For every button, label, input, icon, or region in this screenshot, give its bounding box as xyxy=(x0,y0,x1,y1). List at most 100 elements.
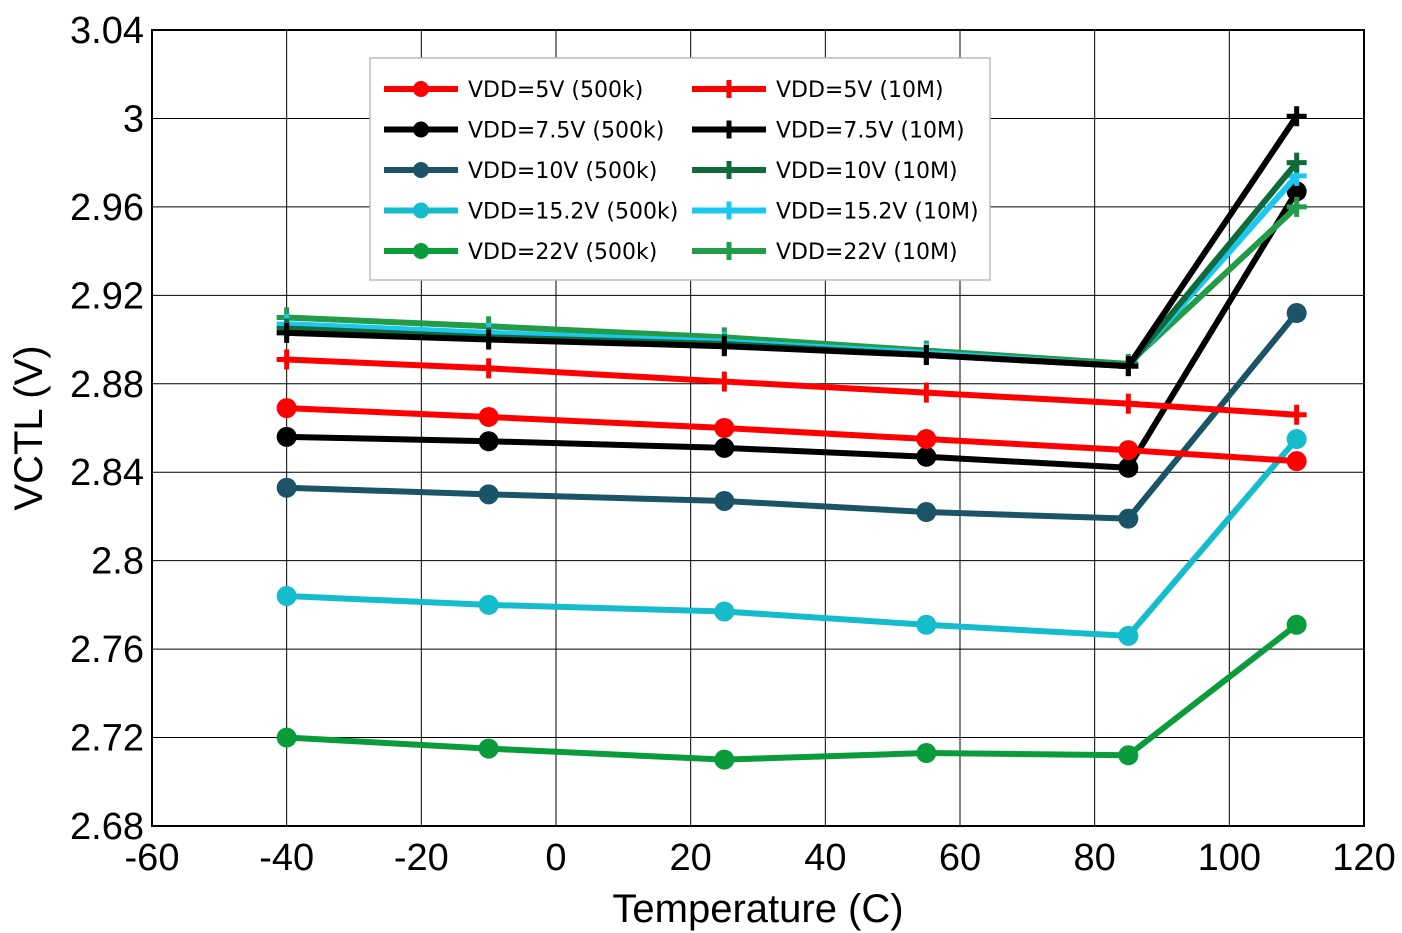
y-tick-label: 2.96 xyxy=(70,187,144,229)
data-point-circle xyxy=(916,502,937,523)
series-line xyxy=(286,437,1299,639)
y-tick-label: 2.92 xyxy=(70,275,144,317)
data-point-circle xyxy=(413,162,429,178)
data-point-circle xyxy=(1118,625,1139,646)
legend-label: VDD=10V (500k) xyxy=(468,159,657,184)
legend-label: VDD=22V (10M) xyxy=(776,240,958,265)
data-point-plus xyxy=(1286,152,1307,173)
data-point-plus xyxy=(714,371,735,392)
series-line xyxy=(286,405,1297,465)
data-point-circle xyxy=(478,484,499,505)
data-point-plus xyxy=(1118,356,1139,377)
data-point-circle xyxy=(1286,303,1307,324)
legend-item: VDD=10V (500k) xyxy=(384,159,657,184)
legend-item: VDD=7.5V (500k) xyxy=(384,119,664,144)
y-tick-label: 2.84 xyxy=(70,452,144,494)
legend-label: VDD=10V (10M) xyxy=(776,159,958,184)
series-2 xyxy=(276,303,1307,529)
data-point-circle xyxy=(916,446,937,467)
y-axis-label: VCTL (V) xyxy=(7,345,51,510)
data-point-plus xyxy=(276,322,297,343)
series-line xyxy=(286,189,1300,471)
data-point-circle xyxy=(1118,440,1139,461)
series-line xyxy=(286,356,1297,418)
data-point-circle xyxy=(714,749,735,770)
data-point-plus xyxy=(1286,404,1307,425)
legend-label: VDD=5V (10M) xyxy=(776,78,944,103)
data-point-circle xyxy=(413,121,429,138)
legend-item: VDD=5V (500k) xyxy=(384,78,643,103)
legend-item: VDD=22V (10M) xyxy=(692,240,958,265)
data-point-circle xyxy=(413,202,429,219)
data-point-circle xyxy=(916,743,937,764)
legend-item: VDD=22V (500k) xyxy=(384,240,657,265)
data-point-circle xyxy=(1286,614,1307,635)
y-tick-label: 2.8 xyxy=(91,541,144,583)
plot-frame xyxy=(151,29,1365,827)
legend-label: VDD=5V (500k) xyxy=(468,78,643,103)
series-6 xyxy=(276,106,1307,377)
y-tick-label: 3 xyxy=(123,98,144,140)
legend-item: VDD=5V (10M) xyxy=(692,78,944,103)
data-point-plus xyxy=(1286,106,1307,127)
legend: VDD=5V (500k) VDD=7.5V (500k) VDD=10V (500… xyxy=(369,57,991,281)
legend-label: VDD=7.5V (10M) xyxy=(776,119,965,144)
data-point-circle xyxy=(413,243,429,259)
x-axis-label: Temperature (C) xyxy=(612,887,903,931)
y-tick-label: 2.68 xyxy=(70,806,144,848)
data-point-circle xyxy=(478,738,499,759)
series-4 xyxy=(276,614,1307,770)
series-line xyxy=(286,311,1299,522)
legend-label: VDD=15.2V (10M) xyxy=(776,200,979,225)
data-point-plus xyxy=(720,201,738,220)
x-tick-label: 40 xyxy=(804,837,846,879)
data-point-circle xyxy=(276,426,297,447)
tick-labels: -60 -40 -20 0 20 40 60 80 100 120 2.68 2.72 2.76 2.8 2… xyxy=(70,10,1396,879)
y-tick-label: 3.04 xyxy=(70,10,144,52)
x-tick-label: 120 xyxy=(1332,837,1395,879)
legend-item: VDD=10V (10M) xyxy=(692,159,958,184)
data-point-circle xyxy=(1286,181,1307,202)
data-point-circle xyxy=(1118,457,1139,478)
data-point-circle xyxy=(276,398,297,419)
data-point-circle xyxy=(478,594,499,615)
legend-item: VDD=7.5V (10M) xyxy=(692,119,965,144)
legend-item: VDD=15.2V (500k) xyxy=(384,200,678,225)
data-point-circle xyxy=(714,437,735,458)
x-tick-label: 100 xyxy=(1198,837,1261,879)
data-point-plus xyxy=(720,242,738,260)
x-tick-label: -60 xyxy=(125,837,180,879)
x-tick-label: 0 xyxy=(545,837,566,879)
data-point-plus xyxy=(1286,196,1307,217)
series-5 xyxy=(276,349,1307,425)
series-0 xyxy=(276,398,1307,472)
legend-box xyxy=(369,57,991,281)
data-point-circle xyxy=(478,431,499,452)
data-point-circle xyxy=(714,418,735,438)
data-point-circle xyxy=(714,601,735,622)
legend-label: VDD=22V (500k) xyxy=(468,240,657,265)
data-point-circle xyxy=(714,490,735,511)
data-point-plus xyxy=(916,345,937,366)
data-point-plus xyxy=(276,349,297,370)
data-point-circle xyxy=(478,406,499,427)
data-point-plus xyxy=(720,161,738,179)
x-tick-label: 60 xyxy=(939,837,981,879)
series-1 xyxy=(276,181,1307,478)
data-point-circle xyxy=(1286,429,1307,450)
legend-label: VDD=15.2V (500k) xyxy=(468,200,678,225)
series-line xyxy=(286,114,1300,370)
data-point-plus xyxy=(720,80,738,98)
y-tick-label: 2.88 xyxy=(70,364,144,406)
data-point-circle xyxy=(1118,508,1139,529)
data-point-circle xyxy=(1118,745,1139,766)
legend-item: VDD=15.2V (10M) xyxy=(692,200,979,225)
data-point-plus xyxy=(478,329,499,350)
data-point-circle xyxy=(276,586,297,607)
data-point-circle xyxy=(413,81,429,97)
x-tick-label: -40 xyxy=(259,837,314,879)
data-point-circle xyxy=(916,614,937,635)
data-point-circle xyxy=(916,429,937,450)
data-point-plus xyxy=(916,382,937,403)
